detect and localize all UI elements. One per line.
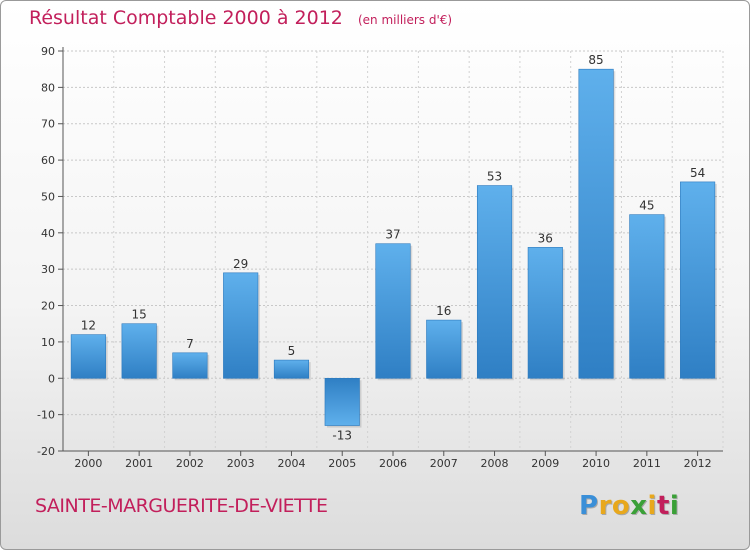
unit-label: (en milliers d'€) <box>357 13 453 27</box>
bar-2008 <box>476 185 513 379</box>
title-text: Résultat Comptable 2000 à 2012 <box>29 7 343 29</box>
bar-layer <box>70 68 717 428</box>
bar-2007 <box>426 319 462 379</box>
logo-letter: r <box>598 491 612 521</box>
data-label: 12 <box>81 319 96 333</box>
x-tick-label: 2003 <box>227 457 255 470</box>
y-tick-label: -10 <box>37 409 55 422</box>
bar-2006 <box>375 243 411 379</box>
logo-letter: i <box>669 491 680 521</box>
y-tick-label: 10 <box>41 336 55 349</box>
y-tick-label: 50 <box>41 190 55 203</box>
data-label: 15 <box>132 308 147 322</box>
x-tick-label: 2006 <box>379 457 407 470</box>
x-tick-label: 2000 <box>74 457 102 470</box>
x-tick-label: 2004 <box>277 457 305 470</box>
data-label: 29 <box>233 257 248 271</box>
logo-letter: i <box>647 491 657 521</box>
data-label: 36 <box>538 231 553 245</box>
bar-2003 <box>223 272 259 379</box>
y-tick-label: 30 <box>41 263 55 276</box>
data-label: 45 <box>639 199 654 213</box>
bar-2004 <box>273 359 310 379</box>
logo-letter: P <box>579 491 599 521</box>
bar-2010 <box>578 68 614 379</box>
x-tick-label: 2005 <box>328 457 356 470</box>
y-tick-label: 40 <box>41 227 55 240</box>
data-label: 37 <box>385 228 400 242</box>
bar-2002 <box>172 352 208 379</box>
x-tick-label: 2009 <box>531 457 559 470</box>
axis-layer: -20 -10 0 10 20 30 40 50 60 70 80 90 2000 2001 2002 200… <box>37 45 723 470</box>
x-tick-label: 2002 <box>176 457 204 470</box>
data-label: 85 <box>588 53 603 67</box>
x-tick-label: 2008 <box>481 457 509 470</box>
y-tick-label: 20 <box>41 300 55 313</box>
label-layer: 12 15 7 29 5 -13 37 16 53 36 85 45 54 <box>81 53 706 442</box>
y-tick-label: 90 <box>41 45 55 58</box>
y-tick-label: 0 <box>48 372 55 385</box>
x-tick-label: 2011 <box>633 457 661 470</box>
y-tick-label: 70 <box>41 118 55 131</box>
bar-2012 <box>680 181 716 379</box>
proxiti-logo: Proxiti <box>579 491 679 521</box>
bar-2000 <box>70 334 106 379</box>
grid-layer <box>62 50 724 452</box>
x-tick-label: 2012 <box>684 457 712 470</box>
data-label: -13 <box>332 429 352 443</box>
logo-letter: t <box>656 491 670 521</box>
x-tick-label: 2010 <box>582 457 610 470</box>
data-label: 53 <box>487 170 502 184</box>
bar-2009 <box>527 247 563 379</box>
logo-letter: o <box>611 491 631 521</box>
data-label: 16 <box>436 304 451 318</box>
y-tick-label: -20 <box>37 445 55 458</box>
logo-letter: x <box>630 491 648 521</box>
data-label: 7 <box>186 337 194 351</box>
x-tick-label: 2007 <box>430 457 458 470</box>
chart-title: Résultat Comptable 2000 à 2012 (en milli… <box>29 7 452 29</box>
data-label: 5 <box>288 344 296 358</box>
bar-2011 <box>629 214 665 379</box>
bar-2001 <box>121 323 157 379</box>
y-tick-label: 60 <box>41 154 55 167</box>
y-tick-label: 80 <box>41 81 55 94</box>
x-tick-label: 2001 <box>125 457 153 470</box>
bar-2005 <box>324 377 360 426</box>
commune-name: SAINTE-MARGUERITE-DE-VIETTE <box>35 495 328 517</box>
data-label: 54 <box>690 166 705 180</box>
